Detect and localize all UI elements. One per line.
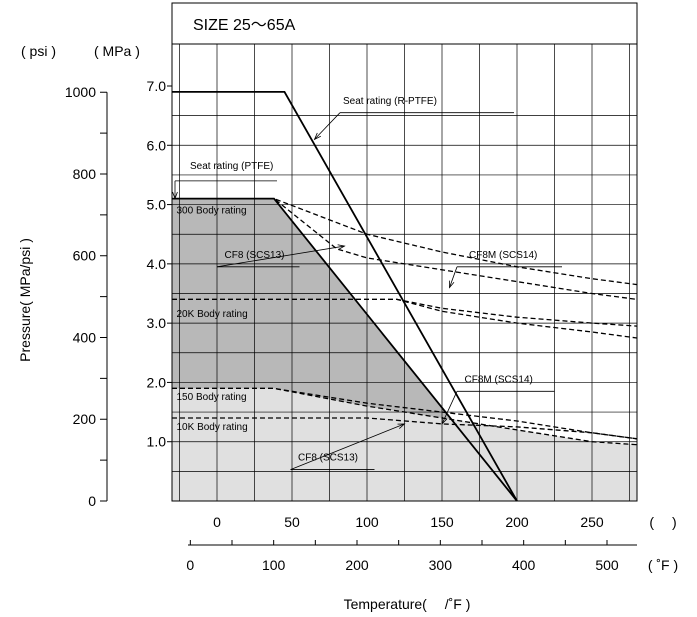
size-label: SIZE 25～65A (193, 17, 296, 34)
annotation-label: 300 Body rating (177, 205, 247, 216)
mpa-tick-label: 2.0 (147, 374, 167, 390)
fahrenheit-tick-label: 200 (345, 557, 369, 573)
celsius-tick-label: 50 (284, 514, 300, 530)
annotation-arrow-head (449, 280, 455, 289)
mpa-tick-label: 5.0 (147, 197, 167, 213)
series-line-0 (172, 91, 518, 502)
series-line-2 (172, 197, 638, 301)
annotation-arrow-line (290, 423, 405, 470)
celsius-tick-label: 250 (580, 514, 604, 530)
annotation-label: 20K Body rating (177, 309, 248, 320)
annotation-label: 150 Body rating (177, 392, 247, 403)
series-lines (172, 91, 638, 502)
annotation-arrow-line (441, 391, 458, 425)
annotation-arrow-line (449, 266, 458, 288)
series-line-6 (172, 387, 638, 446)
psi-tick-label: 800 (73, 166, 97, 182)
psi-tick-label: 200 (73, 411, 97, 427)
y-axis-label: Pressure( MPa/psi ) (17, 238, 33, 362)
x-unit-fahrenheit: ( ˚F ) (648, 557, 678, 573)
grid-lines (172, 44, 637, 501)
psi-tick-label: 1000 (65, 84, 96, 100)
annotation-arrow-head (172, 191, 178, 200)
series-line-8 (172, 417, 638, 440)
annotation-arrow-line (216, 245, 345, 268)
celsius-tick-label: 150 (430, 514, 454, 530)
celsius-tick-label: 200 (505, 514, 529, 530)
x-unit-celsius: ( ) (649, 514, 676, 530)
annotation-arrow-line (314, 112, 341, 140)
fahrenheit-tick-label: 400 (512, 557, 536, 573)
celsius-tick-label: 0 (213, 514, 221, 530)
annotations: Seat rating (R-PTFE) Seat rating (PTFE) 30… (172, 96, 562, 470)
mpa-tick-label: 6.0 (147, 137, 167, 153)
annotation-label: CF8M (SCS14) (465, 374, 533, 385)
annotation-label: 10K Body rating (177, 422, 248, 433)
plot-frame (171, 2, 638, 502)
annotation-label: Seat rating (PTFE) (190, 161, 273, 172)
mpa-tick-label: 4.0 (147, 256, 167, 272)
annotation-label: CF8M (SCS14) (469, 250, 537, 261)
psi-tick-label: 0 (88, 493, 96, 509)
annotation-arrow-head (337, 244, 346, 250)
fahrenheit-tick-label: 0 (186, 557, 194, 573)
celsius-tick-label: 100 (355, 514, 379, 530)
fahrenheit-tick-label: 500 (595, 557, 619, 573)
mpa-tick-label: 3.0 (147, 315, 167, 331)
annotation-label: CF8 (SCS13) (225, 250, 285, 261)
fahrenheit-tick-label: 300 (429, 557, 453, 573)
mpa-tick-label: 1.0 (147, 434, 167, 450)
psi-tick-label: 400 (73, 329, 97, 345)
mpa-tick-label: 7.0 (147, 78, 167, 94)
series-line-5 (172, 298, 638, 327)
annotation-arrow-head (313, 132, 321, 141)
y-unit-psi: ( psi ) (21, 43, 56, 59)
annotation-label: CF8 (SCS13) (298, 453, 358, 464)
fahrenheit-tick-label: 100 (262, 557, 286, 573)
psi-tick-label: 600 (73, 248, 97, 264)
y-unit-mpa: ( MPa ) (94, 43, 140, 59)
annotation-arrow-head (441, 416, 448, 425)
annotation-label: Seat rating (R-PTFE) (343, 96, 437, 107)
x-axis-label: Temperature( /˚F ) (344, 596, 471, 612)
annotation-arrow-head (397, 423, 406, 429)
